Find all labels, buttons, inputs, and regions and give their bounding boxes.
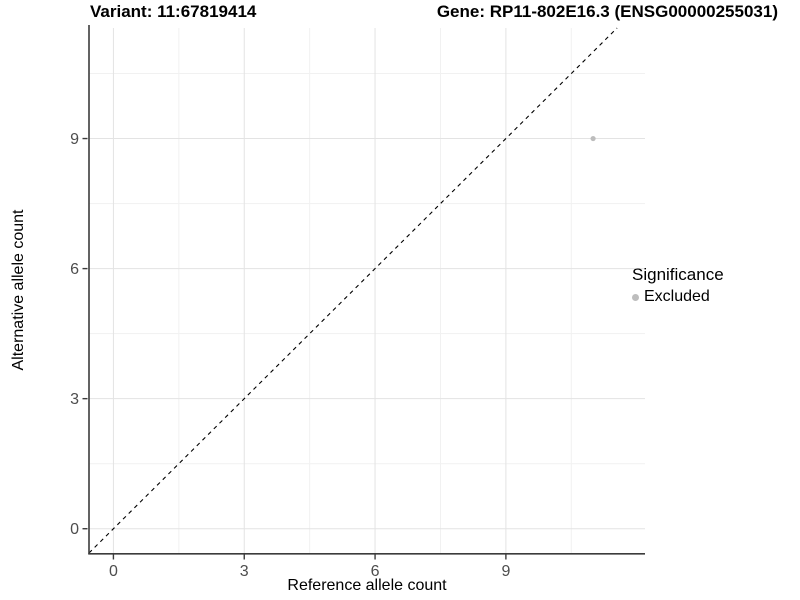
identity-line <box>88 27 618 554</box>
y-tick-label: 9 <box>70 131 79 148</box>
legend: Significance Excluded <box>632 265 724 306</box>
x-tick-label: 3 <box>240 563 249 580</box>
legend-title: Significance <box>632 265 724 284</box>
data-point <box>590 135 596 142</box>
legend-entry-label: Excluded <box>644 288 710 305</box>
variant-title: Variant: 11:67819414 <box>90 2 257 21</box>
y-tick-label: 0 <box>70 521 79 538</box>
legend-entry-excluded: Excluded <box>632 288 724 306</box>
x-tick-label: 6 <box>371 563 380 580</box>
x-tick-label: 0 <box>109 563 118 580</box>
legend-point-icon <box>632 293 639 301</box>
y-axis-label: Alternative allele count <box>10 209 27 371</box>
x-axis-label: Reference allele count <box>287 577 447 594</box>
y-tick-label: 6 <box>70 261 79 278</box>
plot-title-row: Variant: 11:67819414 Gene: RP11-802E16.3… <box>90 1 778 23</box>
gene-title: Gene: RP11-802E16.3 (ENSG00000255031) <box>436 2 778 21</box>
x-tick-label: 9 <box>501 563 510 580</box>
y-tick-label: 3 <box>70 391 79 408</box>
